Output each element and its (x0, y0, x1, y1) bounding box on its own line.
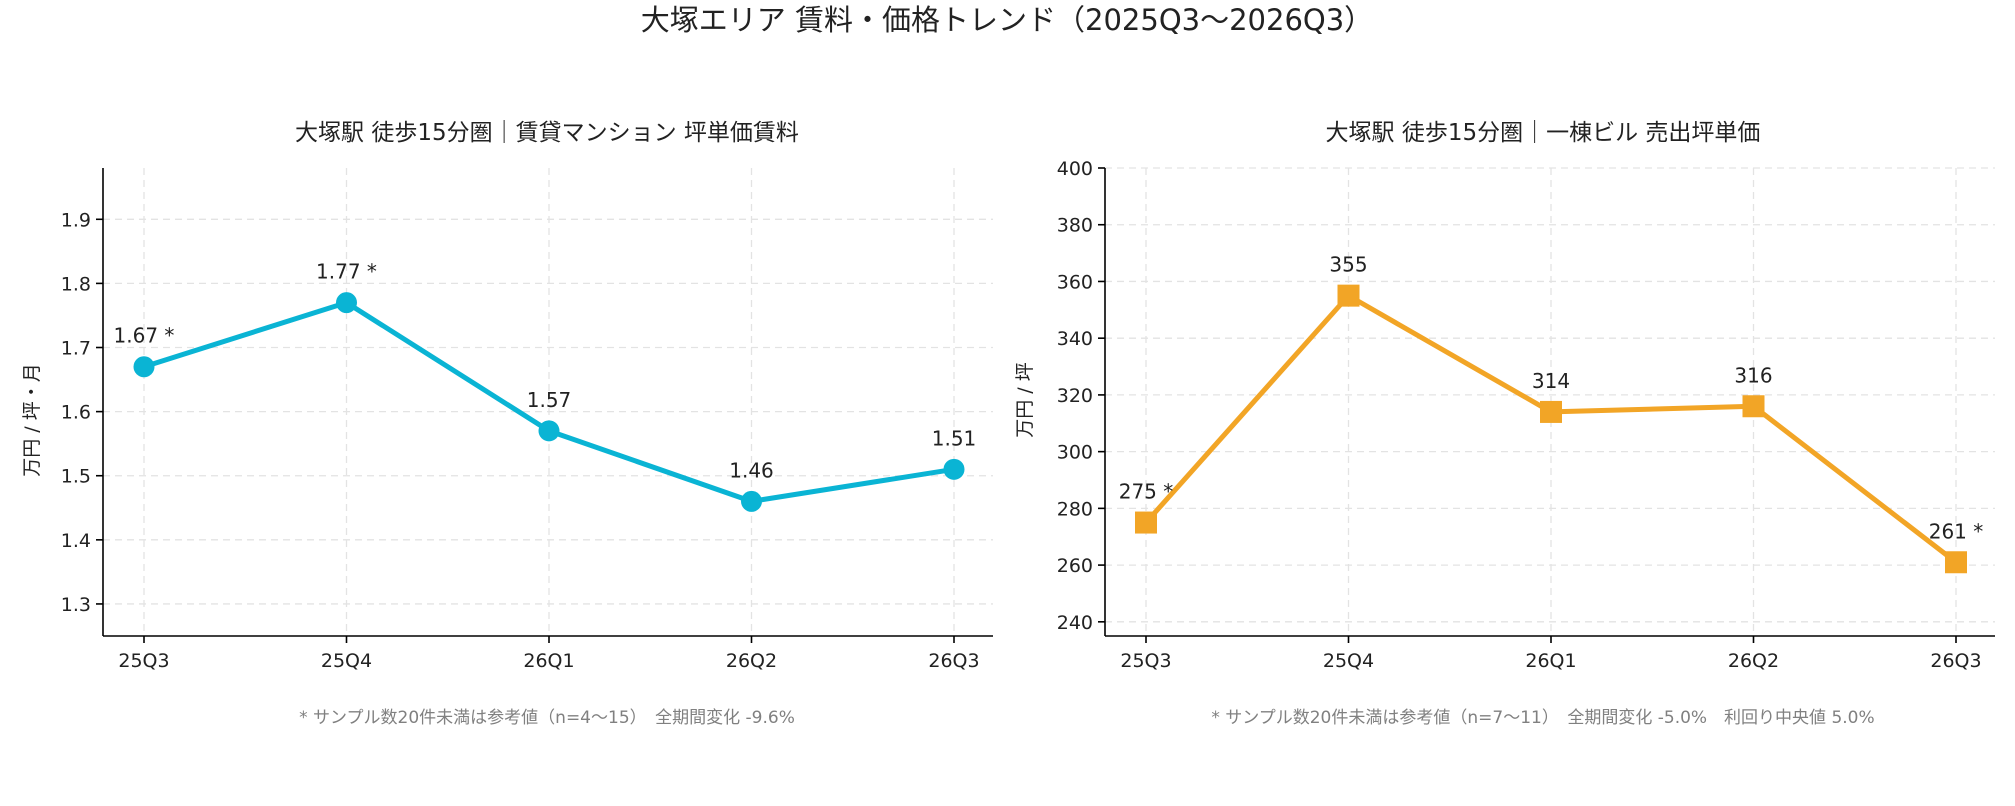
left-xtick-label: 26Q3 (928, 650, 979, 672)
left-xtick-label: 25Q3 (118, 650, 169, 672)
right-ytick-label: 400 (1057, 158, 1093, 180)
right-data-point (1540, 400, 1562, 423)
right-data-point (1337, 284, 1360, 307)
left-chart-title: 大塚駅 徒歩15分圏｜賃貸マンション 坪単価賃料 (295, 120, 799, 146)
left-ytick-label: 1.7 (61, 338, 91, 360)
left-ytick-label: 1.3 (61, 594, 91, 616)
left-data-point (133, 356, 155, 378)
right-xtick-label: 26Q3 (1930, 650, 1981, 672)
left-ytick-label: 1.9 (61, 209, 91, 231)
right-data-point (1135, 511, 1157, 534)
right-chart-note: * サンプル数20件未満は参考値（n=7〜11） 全期間変化 -5.0% 利回り… (1211, 708, 1874, 728)
right-data-label: 275 * (1119, 480, 1174, 504)
left-data-label: 1.67 * (114, 324, 175, 348)
right-chart-ylabel: 万円 / 坪 (1014, 362, 1036, 437)
left-data-point (538, 420, 560, 442)
left-data-point (336, 292, 357, 314)
right-ytick-label: 320 (1057, 385, 1093, 407)
right-data-label: 316 (1734, 363, 1772, 387)
left-data-label: 1.46 (729, 458, 774, 482)
right-ytick-label: 260 (1057, 555, 1093, 577)
right-xtick-label: 25Q4 (1323, 650, 1374, 672)
left-xtick-label: 26Q2 (726, 650, 777, 672)
right-ytick-label: 240 (1057, 612, 1093, 634)
right-gridlines (1105, 167, 1995, 636)
right-xtick-label: 26Q2 (1728, 650, 1779, 672)
left-ytick-label: 1.6 (61, 402, 91, 424)
left-xtick-label: 25Q4 (321, 650, 372, 672)
figure-title: 大塚エリア 賃料・価格トレンド（2025Q3〜2026Q3） (641, 3, 1373, 37)
left-chart-ylabel: 万円 / 坪・月 (21, 363, 43, 476)
right-ytick-label: 340 (1057, 328, 1093, 350)
left-xtick-label: 26Q1 (523, 650, 574, 672)
right-chart-title: 大塚駅 徒歩15分圏｜一棟ビル 売出坪単価 (1326, 120, 1761, 146)
right-data-label: 355 (1329, 253, 1367, 277)
right-data-point (1945, 551, 1967, 574)
left-data-label: 1.57 (527, 388, 572, 412)
left-data-label: 1.51 (932, 426, 977, 450)
right-ytick-label: 360 (1057, 271, 1093, 293)
right-xtick-label: 25Q3 (1120, 650, 1171, 672)
right-ytick-label: 300 (1057, 442, 1093, 464)
right-ytick-label: 280 (1057, 498, 1093, 520)
left-ytick-label: 1.5 (61, 466, 91, 488)
left-chart-panel: 大塚駅 徒歩15分圏｜賃貸マンション 坪単価賃料 万円 / 坪・月 * サンプル… (21, 120, 993, 728)
left-data-label: 1.77 * (316, 260, 377, 284)
right-xtick-label: 26Q1 (1525, 650, 1576, 672)
right-data-label: 261 * (1929, 519, 1984, 543)
left-chart-note: * サンプル数20件未満は参考値（n=4〜15） 全期間変化 -9.6% (299, 708, 795, 728)
left-data-point (943, 458, 965, 480)
left-data-point (741, 490, 762, 512)
right-ytick-label: 380 (1057, 215, 1093, 237)
left-ytick-label: 1.8 (61, 273, 91, 295)
right-chart-panel: 大塚駅 徒歩15分圏｜一棟ビル 売出坪単価 万円 / 坪 * サンプル数20件未… (1014, 120, 1995, 728)
left-gridlines (103, 168, 993, 636)
right-data-label: 314 (1532, 369, 1570, 393)
right-data-point (1742, 395, 1765, 418)
left-ytick-label: 1.4 (61, 530, 91, 552)
